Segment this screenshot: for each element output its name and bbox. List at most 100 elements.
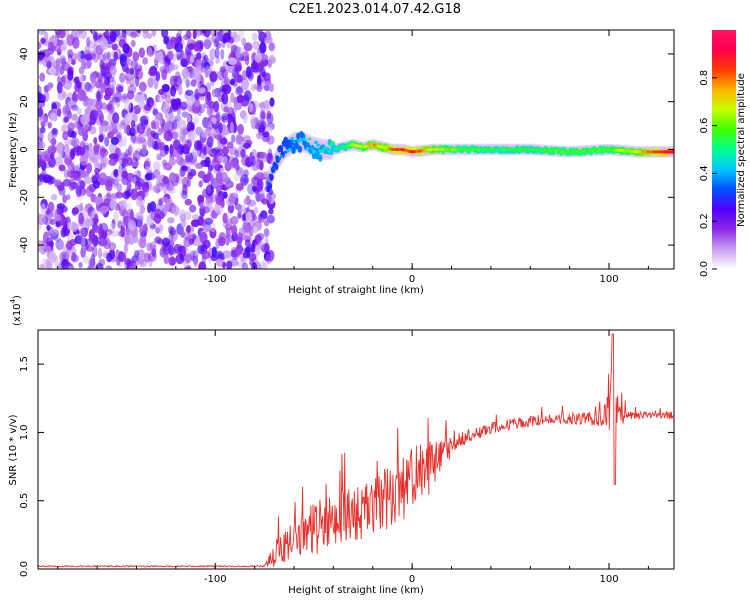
noise-cell [47,82,52,91]
noise-cell [236,236,242,249]
noise-cell [242,177,249,184]
noise-cell [71,207,79,215]
noise-cell [130,120,136,128]
band-cell [318,154,323,162]
noise-cell [235,86,244,96]
noise-cell [83,176,92,185]
noise-cell [230,216,239,225]
noise-cell [109,222,116,232]
noise-cell [84,81,91,92]
noise-cell [109,198,118,210]
noise-cell [234,149,240,159]
noise-cell [38,127,41,134]
noise-cell [235,183,244,191]
noise-cell [161,237,171,247]
noise-cell [62,131,69,141]
noise-cell [223,106,230,113]
noise-cell [263,72,271,82]
colorbar-tick-label: 0.8 [699,70,710,86]
noise-cell [185,139,192,151]
noise-cell [185,253,192,264]
noise-cell [146,214,155,227]
core-cell [312,150,316,154]
noise-cell [46,259,53,269]
noise-cell [128,76,135,87]
noise-cell [257,30,263,35]
noise-cell [193,139,203,151]
noise-cell [217,135,225,148]
noise-cell [121,176,129,186]
noise-cell [97,53,107,61]
core-cell [279,154,284,159]
noise-cell [55,219,61,228]
noise-cell [117,164,123,177]
noise-cell [259,151,268,163]
y-tick-label: 1.5 [19,356,30,372]
noise-cell [215,133,224,141]
noise-cell [62,144,70,156]
noise-cell [146,97,155,108]
noise-cell [139,93,145,104]
noise-cell [80,237,86,249]
noise-cell [154,113,162,126]
noise-cell [185,156,191,164]
noise-cell [57,30,66,39]
noise-cell [263,219,270,227]
noise-cell [45,245,52,254]
noise-cell [227,100,232,111]
noise-cell [50,228,58,237]
noise-cell [110,230,120,237]
noise-cell [250,218,255,229]
noise-cell [231,224,238,236]
noise-cell [125,67,130,74]
noise-cell [65,240,73,251]
noise-cell [119,122,126,129]
noise-cell [71,130,77,139]
noise-cell [269,97,275,107]
noise-cell [199,218,207,227]
noise-cell [98,134,104,143]
noise-cell [155,227,161,234]
noise-cell [239,53,245,62]
noise-cell [133,105,142,115]
noise-cell [48,67,56,74]
noise-cell [241,70,247,80]
noise-cell [248,102,254,113]
noise-cell [166,50,174,62]
noise-cell [252,40,260,50]
noise-cell [144,166,153,173]
noise-cell [193,41,201,52]
noise-cell [248,253,257,262]
noise-cell [114,176,120,187]
noise-cell [88,257,95,269]
noise-cell [226,260,233,269]
noise-cell [51,128,58,135]
noise-cell [47,131,55,144]
y-tick-label: 0.5 [19,493,30,509]
chart-title: C2E1.2023.014.07.42.G18 [288,2,462,17]
noise-cell [209,71,218,83]
noise-cell [121,93,128,100]
noise-cell [136,195,143,207]
noise-cell [211,158,220,169]
noise-cell [130,31,138,39]
noise-cell [142,30,149,34]
noise-cell [232,34,241,43]
noise-cell [39,264,45,269]
noise-cell [180,58,187,67]
noise-cell [120,170,129,178]
y-tick-label: 0 [19,146,30,152]
noise-cell [248,155,255,163]
noise-cell [105,179,113,192]
noise-cell [194,98,201,108]
noise-cell [68,179,76,192]
noise-cell [158,198,163,206]
noise-cell [88,142,93,151]
noise-cell [156,153,163,161]
noise-cell [126,156,133,167]
noise-cell [171,146,181,158]
noise-cell [237,124,244,135]
noise-cell [85,245,95,252]
noise-cell [175,32,182,44]
noise-cell [63,169,70,179]
